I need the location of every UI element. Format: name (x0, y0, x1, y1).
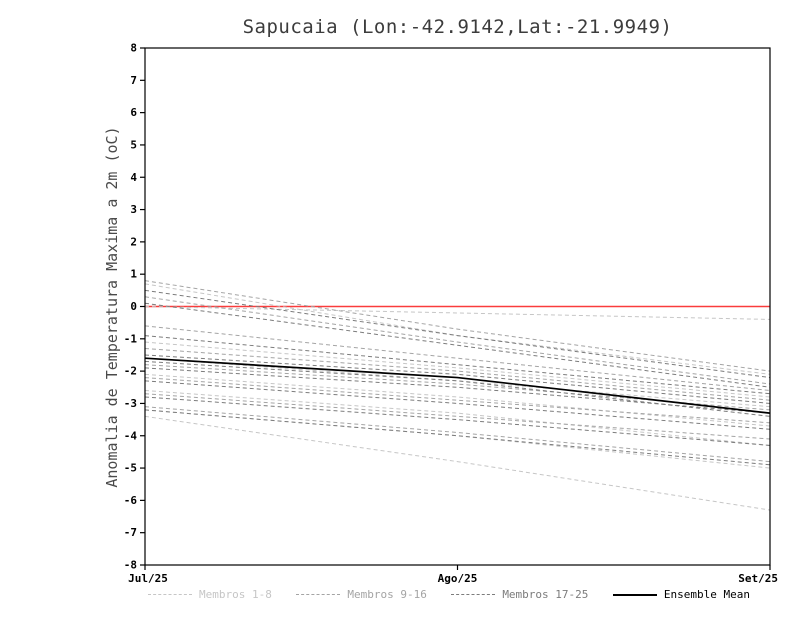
y-tick-label: 2 (130, 235, 137, 248)
legend-item-membros-17-25: Membros 17-25 (451, 588, 588, 601)
y-tick-label: -2 (124, 365, 137, 378)
y-tick-label: 5 (130, 138, 137, 151)
legend-line-sample-membros-1-8 (148, 594, 192, 595)
legend-label-ensemble-mean: Ensemble Mean (663, 588, 750, 601)
member-line (144, 357, 771, 408)
member-line (144, 280, 771, 372)
y-tick-label: -5 (124, 462, 137, 475)
legend-line-sample-ensemble-mean (612, 593, 657, 596)
member-line (144, 360, 771, 417)
y-tick-label: -6 (124, 494, 138, 507)
member-line (144, 306, 771, 320)
member-line (144, 302, 771, 388)
member-line (144, 289, 771, 379)
y-tick-label: -3 (124, 397, 137, 410)
legend-item-membros-9-16: Membros 9-16 (296, 588, 427, 601)
y-tick-label: 3 (130, 203, 137, 216)
y-tick-label: 1 (130, 268, 137, 281)
legend-label-membros-17-25: Membros 17-25 (502, 588, 589, 601)
y-tick-label: 8 (130, 42, 137, 55)
member-line (144, 367, 771, 414)
member-line (144, 415, 771, 511)
legend-label-membros-9-16: Membros 9-16 (347, 588, 427, 601)
legend-item-ensemble-mean: Ensemble Mean (612, 588, 750, 601)
y-tick-label: 7 (130, 74, 137, 87)
y-tick-label: -7 (124, 526, 137, 539)
plot-svg: -8 -7 -6 -5 -4 -3 -2 -1 0 1 2 3 4 5 6 7 8 Jul/25 Ago/25 Set… (124, 42, 778, 586)
y-tick-label: -8 (124, 559, 137, 572)
member-line (144, 296, 771, 385)
x-tick-label: Jul/25 (128, 572, 168, 585)
member-line (144, 341, 771, 398)
ensemble-mean-line (144, 357, 771, 414)
chart-title: Sapucaia (Lon:-42.9142,Lat:-21.9949) (242, 16, 673, 38)
member-line (144, 409, 771, 469)
y-tick-label: 4 (130, 171, 137, 184)
y-tick-label: 0 (130, 300, 137, 313)
y-tick-label: -4 (124, 429, 138, 442)
y-tick-label: 6 (130, 106, 137, 119)
legend-item-membros-1-8: Membros 1-8 (148, 588, 272, 601)
y-tick-label: -1 (124, 332, 138, 345)
x-tick-label: Set/25 (738, 572, 778, 585)
legend-line-sample-membros-17-25 (451, 594, 496, 595)
x-tick-label: Ago/25 (438, 572, 478, 585)
legend-line-sample-membros-9-16 (296, 594, 341, 595)
member-line (144, 406, 771, 463)
legend-label-membros-1-8: Membros 1-8 (199, 588, 272, 601)
member-line (144, 354, 771, 404)
legend: Membros 1-8 Membros 9-16 Membros 17-25 E… (148, 588, 750, 601)
